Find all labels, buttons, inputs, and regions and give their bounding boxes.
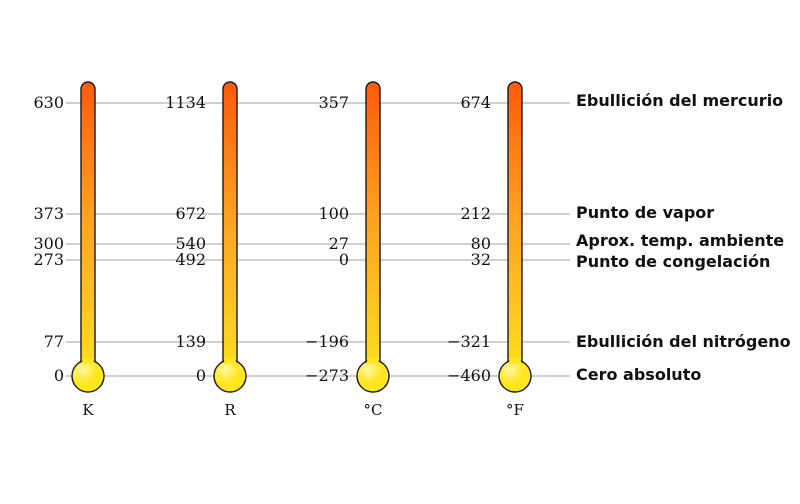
tick-label: 273 [33,250,64,269]
tube-bulb-joint [224,358,236,364]
tick-label: 630 [33,93,64,112]
unit-label: °C [364,401,383,419]
thermometer-4 [498,81,532,393]
thermometer-2 [213,81,247,393]
reference-label: Aprox. temp. ambiente [576,231,784,250]
reference-label: Ebullición del mercurio [576,91,783,110]
thermometer-bulb [356,359,390,393]
thermometer-1 [71,81,105,393]
reference-label: Punto de vapor [576,203,714,222]
tick-label: 77 [44,332,64,351]
tick-label: 0 [54,366,64,385]
tick-label: 1134 [165,93,206,112]
tick-label: 300 [33,234,64,253]
tick-label: −273 [305,366,349,385]
reference-labels: Ebullición del mercurio Punto de vapor Apr… [576,91,791,384]
tick-label: 672 [175,204,206,223]
thermometer-bulb [71,359,105,393]
tick-label: 0 [196,366,206,385]
tick-label: 357 [318,93,349,112]
reference-label: Ebullición del nitrógeno [576,332,791,351]
tube-bulb-joint [82,358,94,364]
thermometer-bulb [498,359,532,393]
unit-label: K [82,401,94,419]
tick-label: 212 [460,204,491,223]
thermometer-tube [80,81,96,377]
tick-label: 540 [175,234,206,253]
tick-label: −321 [447,332,491,351]
thermometers [71,81,532,393]
tick-label: 100 [318,204,349,223]
thermometer-bulb [213,359,247,393]
tick-label: 139 [175,332,206,351]
unit-label: R [224,401,236,419]
tick-label: 27 [329,234,349,253]
tick-label: 32 [471,250,491,269]
tick-label: 492 [175,250,206,269]
reference-lines [66,102,570,377]
unit-labels: K R °C °F [82,401,524,419]
reference-label: Cero absoluto [576,365,701,384]
tick-label: −196 [305,332,349,351]
reference-label: Punto de congelación [576,252,770,271]
thermometer-tube [365,81,381,377]
tick-label: 373 [33,204,64,223]
tick-label: −460 [447,366,491,385]
unit-label: °F [506,401,524,419]
tick-label: 674 [460,93,491,112]
tick-label: 0 [339,250,349,269]
tick-label: 80 [471,234,491,253]
tube-bulb-joint [367,358,379,364]
thermometer-tube [507,81,523,377]
tube-bulb-joint [509,358,521,364]
thermometer-tube [222,81,238,377]
thermometer-3 [356,81,390,393]
